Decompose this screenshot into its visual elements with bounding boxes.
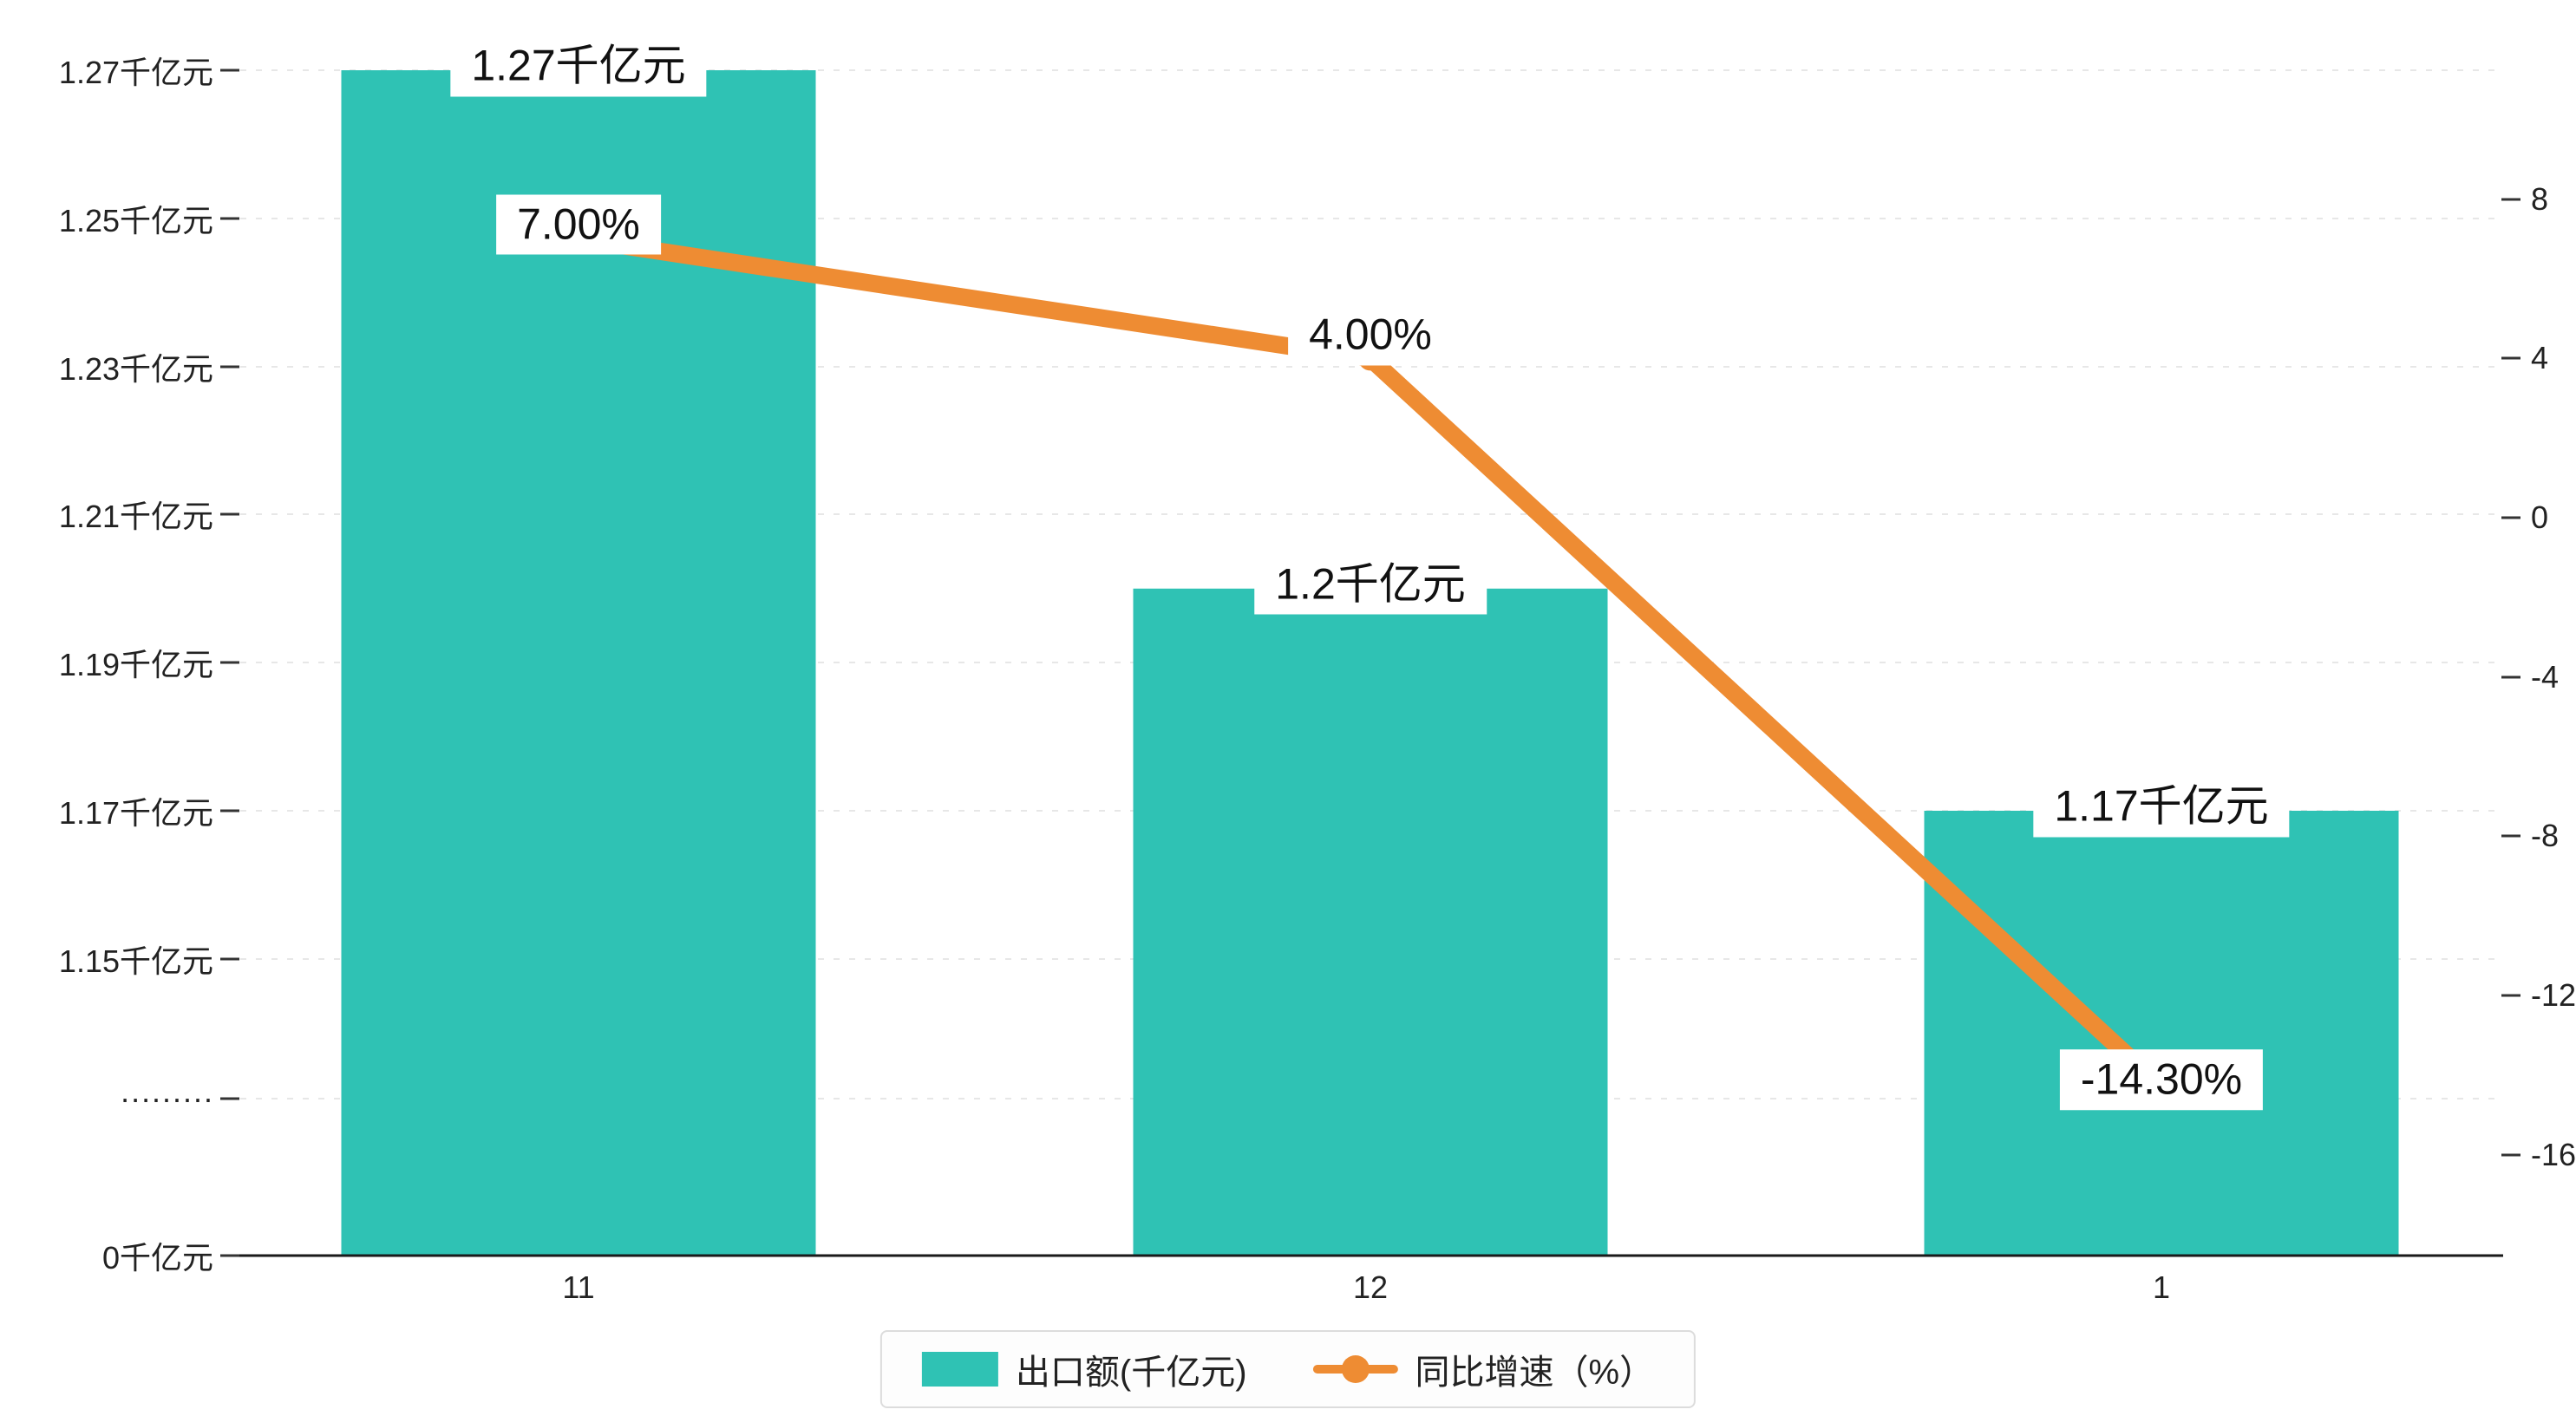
bar	[1924, 811, 2399, 1256]
right-axis-tick-label: -8	[2531, 818, 2560, 853]
legend-item-exports[interactable]: 出口额(千亿元)	[921, 1344, 1247, 1394]
left-axis-tick-label: 1.17千亿元	[58, 795, 213, 831]
left-axis-tick-label: 0千亿元	[101, 1240, 213, 1276]
left-axis-tick-label: 1.23千亿元	[58, 351, 213, 387]
x-axis-category-label: 1	[2152, 1269, 2171, 1305]
left-axis-tick-label: 1.25千亿元	[58, 203, 213, 238]
right-axis-tick-label: 0	[2531, 499, 2549, 535]
line-value-label: -14.30%	[2059, 1049, 2264, 1111]
legend-label-exports: 出口额(千亿元)	[1015, 1354, 1247, 1392]
left-axis-tick-label: 1.15千亿元	[58, 943, 213, 979]
right-axis-tick-label: -16	[2531, 1137, 2576, 1172]
bar	[1133, 588, 1608, 1256]
left-axis-tick-label: ·········	[120, 1080, 213, 1116]
x-axis-category-label: 12	[1352, 1269, 1389, 1305]
bar-value-label: 1.27千亿元	[450, 36, 707, 96]
bar-swatch-icon	[921, 1352, 998, 1387]
line-value-label: 7.00%	[496, 194, 661, 255]
legend-label-growth: 同比增速（%）	[1415, 1354, 1655, 1392]
left-axis-tick-label: 1.21千亿元	[58, 499, 213, 534]
bar-value-label: 1.17千亿元	[2033, 776, 2290, 837]
right-axis-tick-label: 4	[2531, 340, 2549, 375]
left-axis-tick-label: 1.27千亿元	[58, 55, 213, 90]
bar-value-label: 1.2千亿元	[1254, 554, 1487, 615]
right-axis-tick-label: 8	[2531, 181, 2549, 217]
line-value-label: 4.00%	[1288, 304, 1453, 366]
left-axis-tick-label: 1.19千亿元	[58, 647, 213, 682]
right-axis-tick-label: -4	[2531, 659, 2560, 695]
legend: 出口额(千亿元) 同比增速（%）	[879, 1330, 1697, 1408]
legend-item-growth[interactable]: 同比增速（%）	[1313, 1344, 1655, 1394]
line-dot-icon	[1313, 1352, 1398, 1387]
right-axis-tick-label: -12	[2531, 977, 2576, 1013]
x-axis-category-label: 11	[562, 1269, 595, 1305]
